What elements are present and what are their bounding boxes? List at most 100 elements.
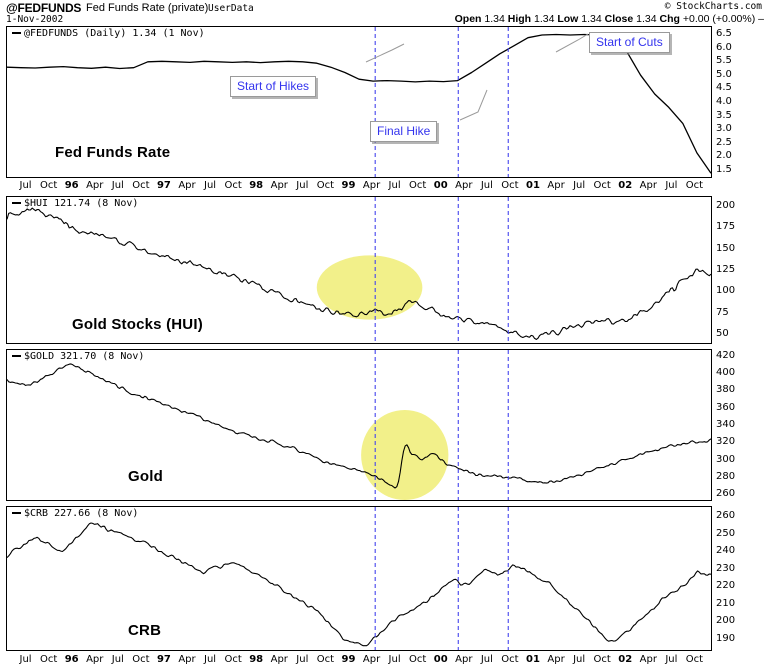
xaxis-tick-label: 98: [249, 654, 264, 665]
annotation-final-hike[interactable]: Final Hike: [370, 121, 438, 142]
legend-gold-stocks: $HUI 121.74 (8 Nov): [12, 198, 138, 209]
xaxis-tick-label: Jul: [111, 180, 124, 191]
yaxis-tick-label: 300: [716, 453, 736, 465]
xaxis-tick-label: 01: [526, 654, 540, 665]
xaxis-tick-label: Apr: [362, 180, 381, 191]
xaxis-tick-label: Oct: [224, 654, 242, 665]
yaxis-tick-label: 2.0: [716, 150, 732, 162]
xaxis-tick-label: Oct: [409, 180, 427, 191]
annotation-start-of-hikes[interactable]: Start of Hikes: [230, 76, 317, 97]
yaxis-tick-label: 320: [716, 436, 736, 448]
legend-text: $HUI 121.74 (8 Nov): [24, 198, 139, 209]
xaxis-bottom: Jul Oct 96 Apr Jul Oct 97 Apr Jul Oct 98 Apr Jul Oct 9…: [6, 654, 712, 668]
xaxis-tick-label: Jul: [111, 654, 124, 665]
title-crb: CRB: [128, 622, 162, 639]
yaxis-tick-label: 4.0: [716, 96, 732, 107]
xaxis-tick-label: Oct: [685, 180, 704, 191]
title-gold-stocks: Gold Stocks (HUI): [72, 316, 203, 333]
yaxis-tick-label: 220: [716, 580, 736, 592]
xaxis-tick-label: Oct: [39, 180, 58, 191]
xaxis-tick-label: 02: [618, 180, 633, 191]
low-value: 1.34: [581, 13, 602, 25]
legend-text: $CRB 227.66 (8 Nov): [24, 508, 139, 519]
yaxis-tick-label: 5.5: [716, 55, 732, 67]
title-gold: Gold: [128, 468, 163, 485]
close-label: Close: [604, 13, 634, 25]
yaxis-tick-label: 3.5: [716, 109, 732, 121]
xaxis-tick-label: 99: [341, 654, 356, 665]
xaxis-tick-label: Oct: [501, 654, 519, 665]
open-label: Open: [454, 13, 482, 25]
yaxis-tick-label: 200: [716, 200, 736, 212]
yaxis-tick-label: 360: [716, 401, 736, 413]
xaxis-tick-label: Apr: [178, 654, 196, 665]
panel-gold-stocks: [6, 196, 712, 344]
xaxis-tick-label: Apr: [639, 180, 657, 191]
xaxis-tick-label: Oct: [593, 180, 611, 191]
xaxis-tick-label: Oct: [132, 654, 150, 665]
yaxis-tick-label: 100: [716, 285, 736, 297]
yaxis-crb: 260 250 240 230 220 210 200 190: [716, 506, 764, 651]
yaxis-gold: 420 400 380 360 340 320 300 280 260: [716, 349, 764, 501]
yaxis-tick-label: 150: [716, 242, 736, 254]
yaxis-tick-label: 210: [716, 597, 736, 609]
yaxis-tick-label: 6.0: [716, 41, 732, 53]
xaxis-tick-label: Jul: [388, 180, 401, 191]
xaxis-tick-label: Oct: [593, 654, 611, 665]
legend-crb: $CRB 227.66 (8 Nov): [12, 508, 138, 519]
xaxis-tick-label: Apr: [270, 654, 288, 665]
yaxis-tick-label: 190: [716, 632, 736, 644]
xaxis-tick-label: Oct: [224, 180, 242, 191]
annotation-start-of-cuts[interactable]: Start of Cuts: [589, 32, 670, 53]
xaxis-tick-label: Apr: [86, 180, 104, 191]
xaxis-tick-label: Jul: [573, 180, 586, 191]
xaxis-tick-label: Apr: [270, 180, 288, 191]
yaxis-tick-label: 175: [716, 221, 736, 233]
open-value: 1.34: [484, 13, 505, 25]
yaxis-tick-label: 6.5: [716, 28, 732, 40]
symbol-ticker: @FEDFUNDS: [6, 1, 82, 15]
yaxis-fed-funds: 6.5 6.0 5.5 5.0 4.5 4.0 3.5 3.0 2.5 2.0 1.5: [716, 26, 764, 178]
yaxis-tick-label: 240: [716, 545, 736, 557]
yaxis-tick-label: 250: [716, 527, 736, 539]
xaxis-tick-label: Apr: [455, 654, 473, 665]
xaxis-tick-label: Jul: [204, 654, 217, 665]
yaxis-tick-label: 2.5: [716, 136, 732, 148]
xaxis-tick-label: Apr: [547, 654, 565, 665]
chg-label: Chg: [659, 13, 680, 25]
ohlc-quote-bar: Open 1.34 High 1.34 Low 1.34 Close 1.34 …: [455, 13, 764, 25]
yaxis-tick-label: 280: [716, 470, 736, 482]
panel-gold: [6, 349, 712, 501]
yaxis-tick-label: 340: [716, 419, 736, 430]
xaxis-tick-label: Apr: [639, 654, 657, 665]
yaxis-tick-label: 380: [716, 384, 736, 396]
series-swatch-icon: [12, 512, 21, 514]
legend-text: $GOLD 321.70 (8 Nov): [24, 351, 145, 362]
close-value: 1.34: [636, 13, 657, 25]
series-swatch-icon: [12, 202, 21, 204]
title-fed-funds: Fed Funds Rate: [55, 144, 171, 161]
yaxis-tick-label: 260: [716, 488, 736, 500]
yaxis-gold-stocks: 200 175 150 125 100 75 50: [716, 196, 764, 344]
panel-crb: [6, 506, 712, 651]
chg-value: +0.00 (+0.00%): [682, 13, 756, 25]
yaxis-tick-label: 75: [716, 306, 729, 318]
xaxis-tick-label: Jul: [573, 654, 586, 665]
xaxis-tick-label: Jul: [19, 654, 32, 665]
yaxis-tick-label: 3.0: [716, 123, 732, 135]
xaxis-tick-label: Apr: [455, 180, 473, 191]
highlight-ellipse: [361, 410, 449, 500]
xaxis-tick-label: Jul: [19, 180, 32, 191]
highlight-ellipse: [316, 255, 423, 320]
watermark: © StockCharts.com: [664, 1, 762, 12]
legend-gold: $GOLD 321.70 (8 Nov): [12, 351, 144, 362]
series-swatch-icon: [12, 355, 21, 357]
xaxis-tick-label: 02: [618, 654, 633, 665]
xaxis-tick-label: 01: [526, 180, 540, 191]
chg-direction-icon: –: [758, 13, 764, 25]
yaxis-tick-label: 4.5: [716, 82, 732, 94]
legend-text: @FEDFUNDS (Daily) 1.34 (1 Nov): [24, 28, 205, 39]
xaxis-tick-label: 00: [433, 180, 448, 191]
xaxis-tick-label: Apr: [178, 180, 196, 191]
